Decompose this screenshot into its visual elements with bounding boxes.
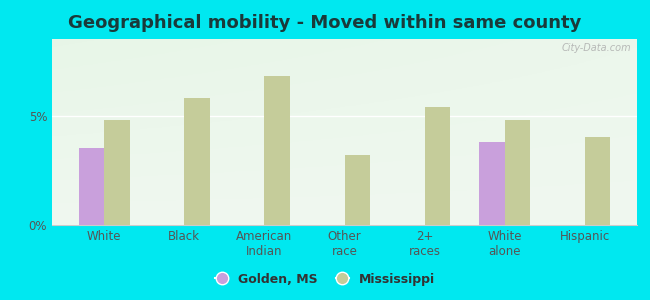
Legend: Golden, MS, Mississippi: Golden, MS, Mississippi: [210, 268, 440, 291]
Text: City-Data.com: City-Data.com: [562, 43, 631, 53]
Bar: [185, 98, 210, 225]
Bar: [504, 120, 530, 225]
Text: Geographical mobility - Moved within same county: Geographical mobility - Moved within sam…: [68, 14, 582, 32]
Bar: [265, 76, 290, 225]
Bar: [585, 137, 610, 225]
Bar: [79, 148, 104, 225]
Bar: [479, 142, 504, 225]
Bar: [344, 155, 370, 225]
Bar: [104, 120, 130, 225]
Bar: [424, 107, 450, 225]
